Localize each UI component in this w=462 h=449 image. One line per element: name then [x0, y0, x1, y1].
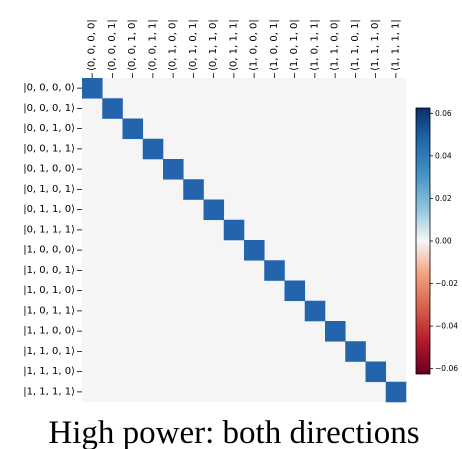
heatmap-cell-diagonal-3 [142, 138, 164, 160]
column-tick-label-8: ⟨1, 0, 0, 0| [249, 19, 260, 71]
row-tick-label-13: |1, 1, 0, 1⟩ [23, 346, 75, 357]
heatmap-cell-diagonal-5 [183, 179, 204, 200]
column-tick-label-13: ⟨1, 1, 0, 1| [350, 19, 361, 71]
colorbar-tick-label-1: 0.04 [435, 151, 452, 160]
row-tick-label-4: |0, 1, 0, 0⟩ [23, 164, 75, 175]
column-tick-label-14: ⟨1, 1, 1, 0| [370, 19, 381, 71]
row-tick-label-3: |0, 0, 1, 1⟩ [23, 143, 75, 154]
colorbar-tick-label-5: −0.04 [435, 322, 458, 331]
heatmap-cell-diagonal-8 [244, 240, 265, 261]
heatmap-cell-diagonal-11 [304, 300, 326, 322]
heatmap-cell-diagonal-1 [102, 98, 123, 119]
heatmap-cells [82, 78, 407, 403]
heatmap-cell-diagonal-13 [345, 341, 366, 362]
row-tick-label-9: |1, 0, 0, 1⟩ [23, 265, 75, 276]
heatmap-cell-diagonal-6 [203, 199, 225, 221]
column-tick-label-2: ⟨0, 0, 1, 0| [127, 19, 138, 71]
row-tick-label-1: |0, 0, 0, 1⟩ [23, 103, 75, 114]
column-tick-label-6: ⟨0, 1, 1, 0| [208, 19, 219, 71]
column-tick-label-9: ⟨1, 0, 0, 1| [269, 19, 280, 71]
heatmap-cell-diagonal-7 [223, 219, 245, 241]
row-tick-label-10: |1, 0, 1, 0⟩ [23, 285, 75, 296]
column-tick-label-1: ⟨0, 0, 0, 1| [107, 19, 118, 71]
column-tick-labels: ⟨0, 0, 0, 0| ⟨0, 0, 0, 1| ⟨0, 0, 1, 0| ⟨0, … [87, 19, 401, 78]
colorbar-gradient [415, 107, 431, 375]
column-tick-label-11: ⟨1, 0, 1, 1| [309, 19, 320, 71]
column-tick-label-12: ⟨1, 1, 0, 0| [330, 19, 341, 71]
colorbar-ticks: 0.06 0.04 0.02 0.00 −0.02 −0.04 −0.06 [430, 109, 458, 373]
row-tick-label-7: |0, 1, 1, 1⟩ [23, 224, 75, 235]
row-tick-label-8: |1, 0, 0, 0⟩ [23, 245, 75, 256]
heatmap-cell-diagonal-0 [82, 78, 103, 99]
row-tick-labels: |0, 0, 0, 0⟩ |0, 0, 0, 1⟩ |0, 0, 1, 0⟩ |0, … [23, 83, 82, 397]
heatmap-cell-diagonal-9 [264, 260, 285, 281]
row-tick-label-6: |0, 1, 1, 0⟩ [23, 204, 75, 215]
heatmap-cell-diagonal-4 [163, 159, 184, 180]
row-tick-label-11: |1, 0, 1, 1⟩ [23, 305, 75, 316]
column-tick-label-0: ⟨0, 0, 0, 0| [87, 19, 98, 71]
colorbar-tick-label-3: 0.00 [435, 237, 452, 246]
column-tick-label-5: ⟨0, 1, 0, 1| [188, 19, 199, 71]
row-tick-label-12: |1, 1, 0, 0⟩ [23, 326, 75, 337]
colorbar-tick-label-6: −0.06 [435, 364, 458, 373]
row-tick-label-5: |0, 1, 0, 1⟩ [23, 184, 75, 195]
column-tick-label-10: ⟨1, 0, 1, 0| [289, 19, 300, 71]
column-tick-label-3: ⟨0, 0, 1, 1| [147, 19, 158, 71]
colorbar-tick-label-2: 0.02 [435, 194, 452, 203]
colorbar-tick-label-0: 0.06 [435, 109, 452, 118]
heatmap-cell-diagonal-15 [385, 381, 407, 403]
colorbar: 0.06 0.04 0.02 0.00 −0.02 −0.04 −0.06 [415, 107, 458, 375]
heatmap-cell-diagonal-14 [365, 361, 387, 383]
column-tick-label-7: ⟨0, 1, 1, 1| [228, 19, 239, 71]
row-tick-label-15: |1, 1, 1, 1⟩ [23, 386, 75, 397]
row-tick-label-0: |0, 0, 0, 0⟩ [23, 83, 75, 94]
row-tick-label-14: |1, 1, 1, 0⟩ [23, 366, 75, 377]
column-tick-label-15: ⟨1, 1, 1, 1| [390, 19, 401, 71]
heatmap-cell-diagonal-12 [325, 321, 346, 342]
colorbar-tick-label-4: −0.02 [435, 279, 458, 288]
column-tick-label-4: ⟨0, 1, 0, 0| [168, 19, 179, 71]
figure-caption: High power: both directions [48, 415, 419, 449]
row-tick-label-2: |0, 0, 1, 0⟩ [23, 123, 75, 134]
heatmap-cell-diagonal-10 [284, 280, 306, 302]
heatmap-cell-diagonal-2 [122, 118, 144, 140]
